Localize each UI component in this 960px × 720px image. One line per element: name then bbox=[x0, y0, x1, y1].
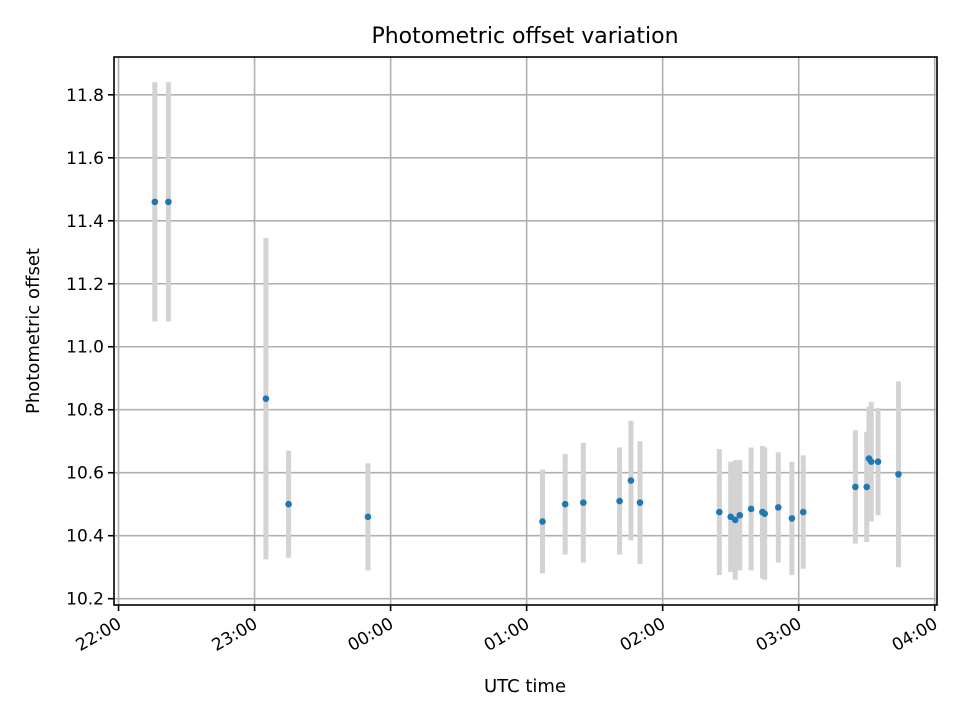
x-tick-label: 01:00 bbox=[481, 614, 533, 656]
y-tick-label: 10.4 bbox=[66, 527, 104, 547]
data-point bbox=[285, 500, 292, 508]
data-point bbox=[867, 458, 875, 466]
data-point bbox=[731, 516, 739, 524]
y-tick-label: 11.2 bbox=[66, 275, 104, 295]
x-tick-label: 22:00 bbox=[73, 614, 125, 656]
plot-frame bbox=[113, 56, 938, 606]
chart-title: Photometric offset variation bbox=[371, 24, 678, 49]
axis-ticks: 22:00 23:00 00:00 01:00 02:00 03:00 04:00 10.2 1… bbox=[66, 86, 941, 656]
data-point bbox=[539, 518, 546, 525]
data-point bbox=[874, 458, 882, 466]
x-tick-label: 00:00 bbox=[345, 614, 397, 656]
y-tick-label: 10.6 bbox=[66, 464, 104, 484]
data-point bbox=[636, 499, 644, 506]
data-point bbox=[852, 483, 859, 491]
data-point bbox=[716, 508, 723, 516]
x-tick-label: 02:00 bbox=[617, 614, 669, 656]
y-tick-label: 11.6 bbox=[66, 149, 104, 169]
y-tick-label: 11.8 bbox=[66, 86, 104, 106]
y-tick-label: 11.0 bbox=[66, 338, 104, 358]
data-point bbox=[799, 508, 807, 516]
y-tick-label: 10.2 bbox=[66, 590, 104, 610]
data-point bbox=[761, 510, 768, 517]
y-tick-label: 11.4 bbox=[66, 212, 104, 232]
data-point bbox=[863, 483, 871, 491]
x-axis-label: UTC time bbox=[484, 676, 566, 697]
y-tick-label: 10.8 bbox=[66, 401, 104, 421]
data-point bbox=[895, 470, 902, 478]
data-point bbox=[262, 395, 270, 403]
grid bbox=[114, 57, 937, 605]
data-point bbox=[736, 511, 744, 519]
data-point bbox=[165, 198, 172, 206]
data-point bbox=[627, 477, 635, 484]
x-tick-label: 03:00 bbox=[753, 614, 805, 656]
data-point bbox=[788, 515, 796, 522]
x-tick-label: 23:00 bbox=[209, 614, 261, 656]
x-tick-label: 04:00 bbox=[889, 614, 941, 656]
data-point bbox=[774, 504, 782, 511]
data-point bbox=[580, 499, 587, 506]
data-points bbox=[151, 198, 902, 525]
data-point bbox=[364, 513, 372, 521]
data-point bbox=[151, 198, 159, 206]
data-point bbox=[561, 500, 569, 508]
data-point bbox=[616, 497, 623, 505]
y-axis-label: Photometric offset bbox=[23, 248, 44, 414]
data-point bbox=[747, 505, 755, 513]
